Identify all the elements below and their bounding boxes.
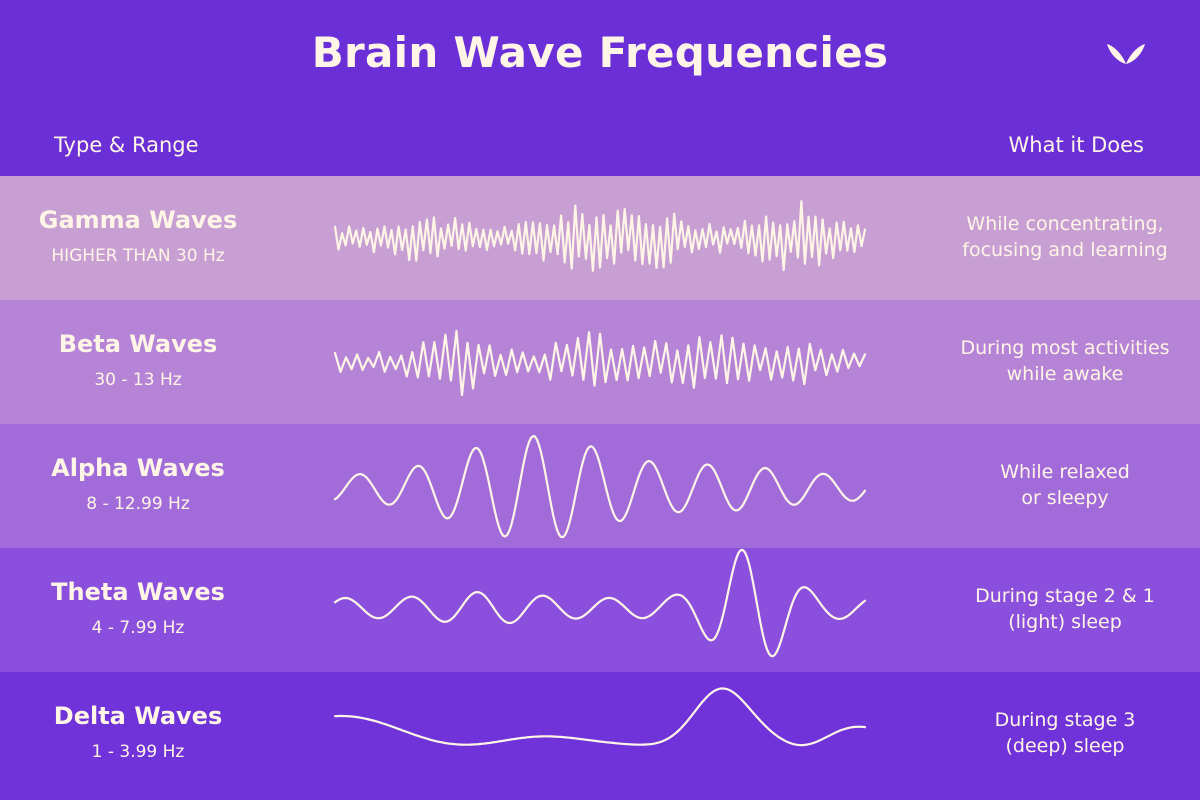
theta-waveform: [333, 548, 867, 658]
wave-row-theta: Theta Waves 4 - 7.99 Hz During stage 2 &…: [0, 548, 1200, 672]
column-header-what-it-does: What it Does: [1008, 133, 1144, 157]
alpha-waveform: [333, 435, 867, 539]
description-line-2: (light) sleep: [1008, 611, 1122, 633]
wave-description: During stage 3 (deep) sleep: [930, 707, 1200, 759]
wave-range: 30 - 13 Hz: [94, 370, 182, 390]
description-line-1: While relaxed: [1000, 461, 1130, 483]
description-line-1: During stage 3: [994, 709, 1136, 731]
wave-name: Alpha Waves: [51, 454, 225, 482]
wave-name: Delta Waves: [53, 702, 223, 730]
wave-description: During most activities while awake: [930, 335, 1200, 387]
wave-row-gamma: Gamma Waves HIGHER THAN 30 Hz While conc…: [0, 176, 1200, 300]
wave-range: 1 - 3.99 Hz: [91, 742, 185, 762]
wave-row-beta: Beta Waves 30 - 13 Hz During most activi…: [0, 300, 1200, 424]
wave-description: During stage 2 & 1 (light) sleep: [930, 583, 1200, 635]
gamma-waveform: [333, 200, 867, 272]
beta-waveform: [333, 329, 867, 397]
column-header-type-range: Type & Range: [54, 133, 199, 157]
page-title: Brain Wave Frequencies: [311, 28, 889, 77]
description-line-2: focusing and learning: [962, 239, 1168, 261]
wave-name: Gamma Waves: [38, 206, 238, 234]
leaf-logo-icon: [1107, 44, 1145, 64]
delta-waveform: [333, 687, 867, 747]
description-line-2: (deep) sleep: [1005, 735, 1125, 757]
description-line-1: While concentrating,: [966, 213, 1164, 235]
wave-name: Beta Waves: [58, 330, 218, 358]
description-line-2: or sleepy: [1021, 487, 1109, 509]
wave-description: While relaxed or sleepy: [930, 459, 1200, 511]
description-line-1: During stage 2 & 1: [975, 585, 1155, 607]
description-line-1: During most activities: [960, 337, 1170, 359]
wave-range: 4 - 7.99 Hz: [91, 618, 185, 638]
wave-row-alpha: Alpha Waves 8 - 12.99 Hz While relaxed o…: [0, 424, 1200, 548]
wave-range: 8 - 12.99 Hz: [86, 494, 190, 514]
wave-range: HIGHER THAN 30 Hz: [51, 246, 225, 266]
description-line-2: while awake: [1006, 363, 1124, 385]
wave-row-delta: Delta Waves 1 - 3.99 Hz During stage 3 (…: [0, 672, 1200, 800]
wave-description: While concentrating, focusing and learni…: [930, 211, 1200, 263]
wave-name: Theta Waves: [51, 578, 225, 606]
